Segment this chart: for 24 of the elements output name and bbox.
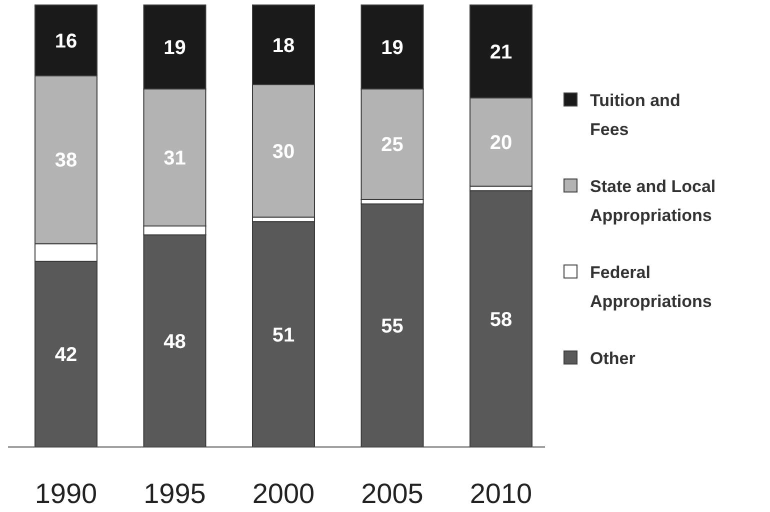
x-tick-label: 2005: [361, 478, 424, 509]
data-label: 16: [54, 30, 78, 52]
data-label: 25: [381, 134, 404, 156]
data-label: 21: [490, 41, 512, 64]
data-label: 20: [490, 132, 512, 154]
data-label: 42: [54, 344, 78, 366]
data-label: 31: [164, 147, 186, 170]
legend-label: Other: [590, 349, 636, 368]
data-label: 19: [381, 36, 404, 59]
x-tick-label: 1990: [34, 478, 98, 509]
data-label: 38: [54, 150, 78, 172]
data-label: 48: [164, 330, 186, 353]
legend-label: State and Local Appropriations: [590, 177, 716, 225]
legend-label: Federal Appropriations: [590, 263, 712, 311]
legend-label: Tuition and Fees: [590, 91, 680, 139]
data-label: 58: [490, 308, 512, 331]
x-tick-label: 1995: [144, 478, 206, 509]
data-label: 55: [381, 315, 404, 338]
x-tick-label: 2000: [252, 478, 315, 509]
data-label: 18: [272, 34, 295, 57]
x-tick-label: 2010: [470, 478, 532, 509]
data-label: 30: [272, 140, 295, 163]
data-label: 19: [164, 36, 186, 59]
data-label: 51: [272, 324, 295, 346]
